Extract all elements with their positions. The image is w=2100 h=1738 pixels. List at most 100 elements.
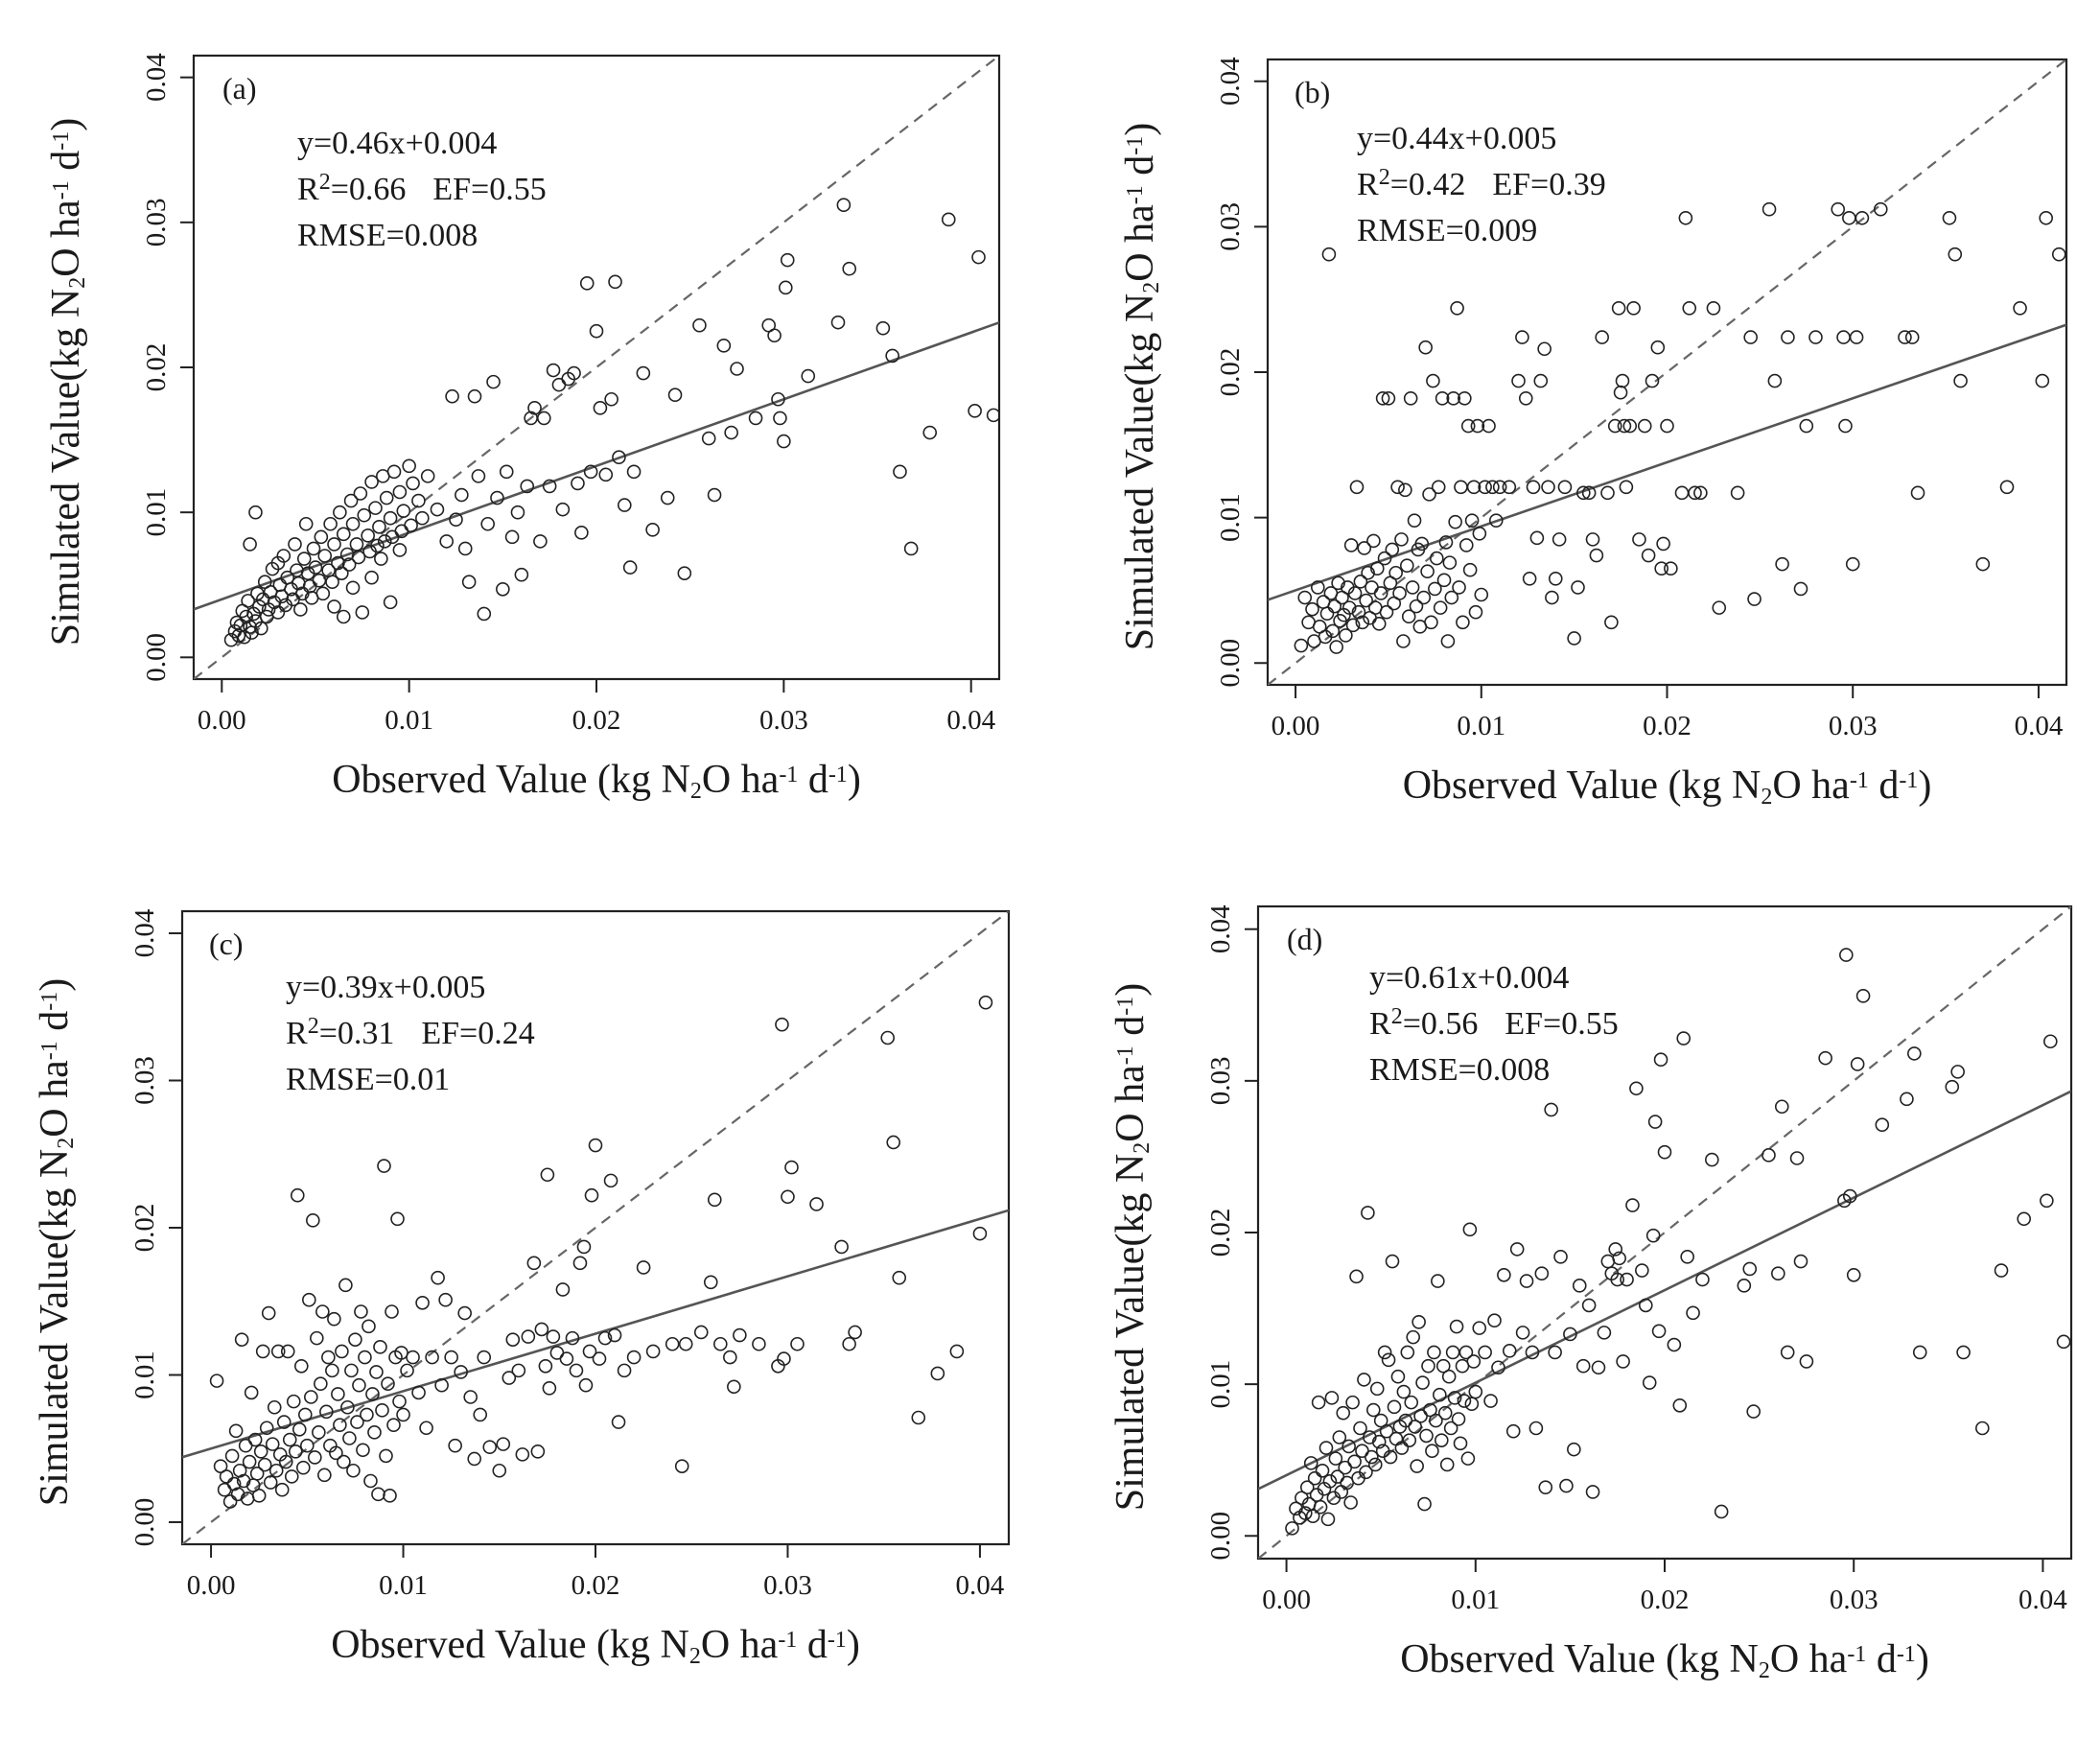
data-point: [1441, 1369, 1457, 1384]
data-point: [331, 555, 345, 571]
data-point: [1438, 535, 1454, 550]
r-squared-superscript: 2: [1391, 1004, 1403, 1029]
data-point: [295, 586, 310, 601]
data-point: [1299, 1480, 1315, 1494]
data-point: [419, 1421, 433, 1436]
data-point: [1799, 418, 1814, 434]
data-point: [1674, 485, 1690, 501]
data-point: [707, 1192, 722, 1208]
x-axis-label-superscript: -1: [1850, 768, 1869, 793]
data-point: [270, 605, 286, 620]
regression-line: [1268, 323, 2066, 601]
data-point: [337, 1454, 351, 1469]
data-point: [1402, 1433, 1417, 1447]
y-axis-label-subscript: 2: [1130, 1142, 1155, 1154]
data-point: [1541, 480, 1555, 495]
data-point: [1456, 615, 1470, 630]
data-point: [1387, 1399, 1402, 1415]
data-point: [1743, 330, 1758, 344]
data-point: [327, 537, 341, 552]
y-axis-label-text: O ha: [1118, 204, 1162, 282]
data-point: [457, 541, 473, 556]
data-point: [986, 408, 999, 423]
data-point: [1394, 1441, 1410, 1455]
panel-label: (a): [222, 71, 257, 106]
data-point: [534, 1322, 549, 1337]
y-tick-label: 0.01: [129, 1350, 160, 1399]
data-point: [346, 1463, 361, 1478]
data-point: [530, 1444, 546, 1459]
data-point: [1529, 530, 1545, 546]
y-tick-label: 0.00: [129, 1498, 160, 1547]
data-point: [1502, 1344, 1517, 1358]
data-point: [1390, 480, 1405, 495]
ef-value: EF=0.55: [1505, 1006, 1618, 1042]
data-point: [293, 1358, 309, 1374]
r-squared-ef: R2=0.31 EF=0.24: [286, 1014, 535, 1051]
data-point: [546, 363, 561, 378]
data-point: [1433, 600, 1448, 615]
data-point: [622, 560, 638, 575]
data-point: [893, 464, 907, 480]
r-squared-ef: R2=0.66 EF=0.55: [297, 170, 547, 207]
data-point: [1553, 1250, 1568, 1264]
data-point: [1470, 418, 1485, 434]
data-point: [880, 1030, 896, 1045]
data-point: [444, 1350, 458, 1365]
data-point: [1349, 480, 1365, 495]
data-point: [1789, 1151, 1805, 1165]
data-point: [1424, 615, 1438, 630]
scatter-panel-d: 0.00 0.01 0.02 0.03 0.04 0.00 0.01 0.02 0.03 0.04…: [1108, 904, 2073, 1683]
data-point: [542, 1381, 557, 1396]
y-axis-label-superscript: -1: [37, 1041, 62, 1060]
panel-label: (b): [1295, 75, 1330, 109]
data-point: [1305, 601, 1319, 617]
data-point: [244, 1385, 259, 1400]
x-axis-label: Observed Value (kg N2O ha-1 d-1): [1403, 763, 1932, 810]
data-point: [1371, 1434, 1387, 1449]
data-point: [365, 1387, 380, 1401]
data-point: [265, 561, 280, 576]
data-point: [1945, 1079, 1960, 1094]
y-axis-label-superscript: -1: [49, 131, 74, 151]
x-tick-label: 0.03: [763, 1570, 812, 1601]
data-point: [677, 566, 692, 580]
data-point: [1373, 586, 1388, 600]
data-point: [1457, 1394, 1472, 1408]
data-point: [238, 1438, 253, 1453]
y-axis-label-text: d: [33, 1011, 77, 1042]
one-to-one-line: [182, 911, 1009, 1544]
data-point: [1431, 1274, 1445, 1288]
data-point: [276, 549, 292, 563]
y-axis-label-text: O ha: [1108, 1065, 1153, 1142]
data-point: [674, 1459, 689, 1473]
data-point: [1324, 1391, 1340, 1405]
r-squared-symbol: R: [286, 1016, 308, 1051]
data-point: [505, 1332, 521, 1347]
data-point: [971, 249, 986, 265]
data-point: [377, 534, 392, 549]
data-point: [1975, 1421, 1990, 1436]
data-point: [1429, 551, 1444, 566]
data-point: [1294, 638, 1309, 653]
data-point: [353, 486, 368, 501]
data-point: [1645, 1228, 1661, 1243]
data-point: [801, 368, 816, 384]
data-point: [377, 1159, 391, 1173]
data-point: [312, 1425, 326, 1440]
x-tick-label: 0.02: [572, 1570, 620, 1601]
data-point: [618, 498, 632, 512]
data-point: [231, 628, 246, 643]
data-point: [572, 1256, 588, 1271]
ef-value: EF=0.39: [1492, 167, 1605, 202]
data-point: [1305, 1509, 1320, 1524]
x-axis-label-text: ): [847, 1623, 860, 1667]
x-tick-label: 0.01: [1457, 711, 1505, 741]
regression-line: [182, 1209, 1009, 1459]
data-point: [1371, 617, 1387, 631]
data-point: [1439, 1457, 1455, 1472]
x-tick-label: 0.02: [1641, 1585, 1690, 1615]
y-tick-label: 0.02: [141, 343, 172, 392]
data-point: [448, 1438, 462, 1453]
data-point: [1361, 565, 1375, 580]
